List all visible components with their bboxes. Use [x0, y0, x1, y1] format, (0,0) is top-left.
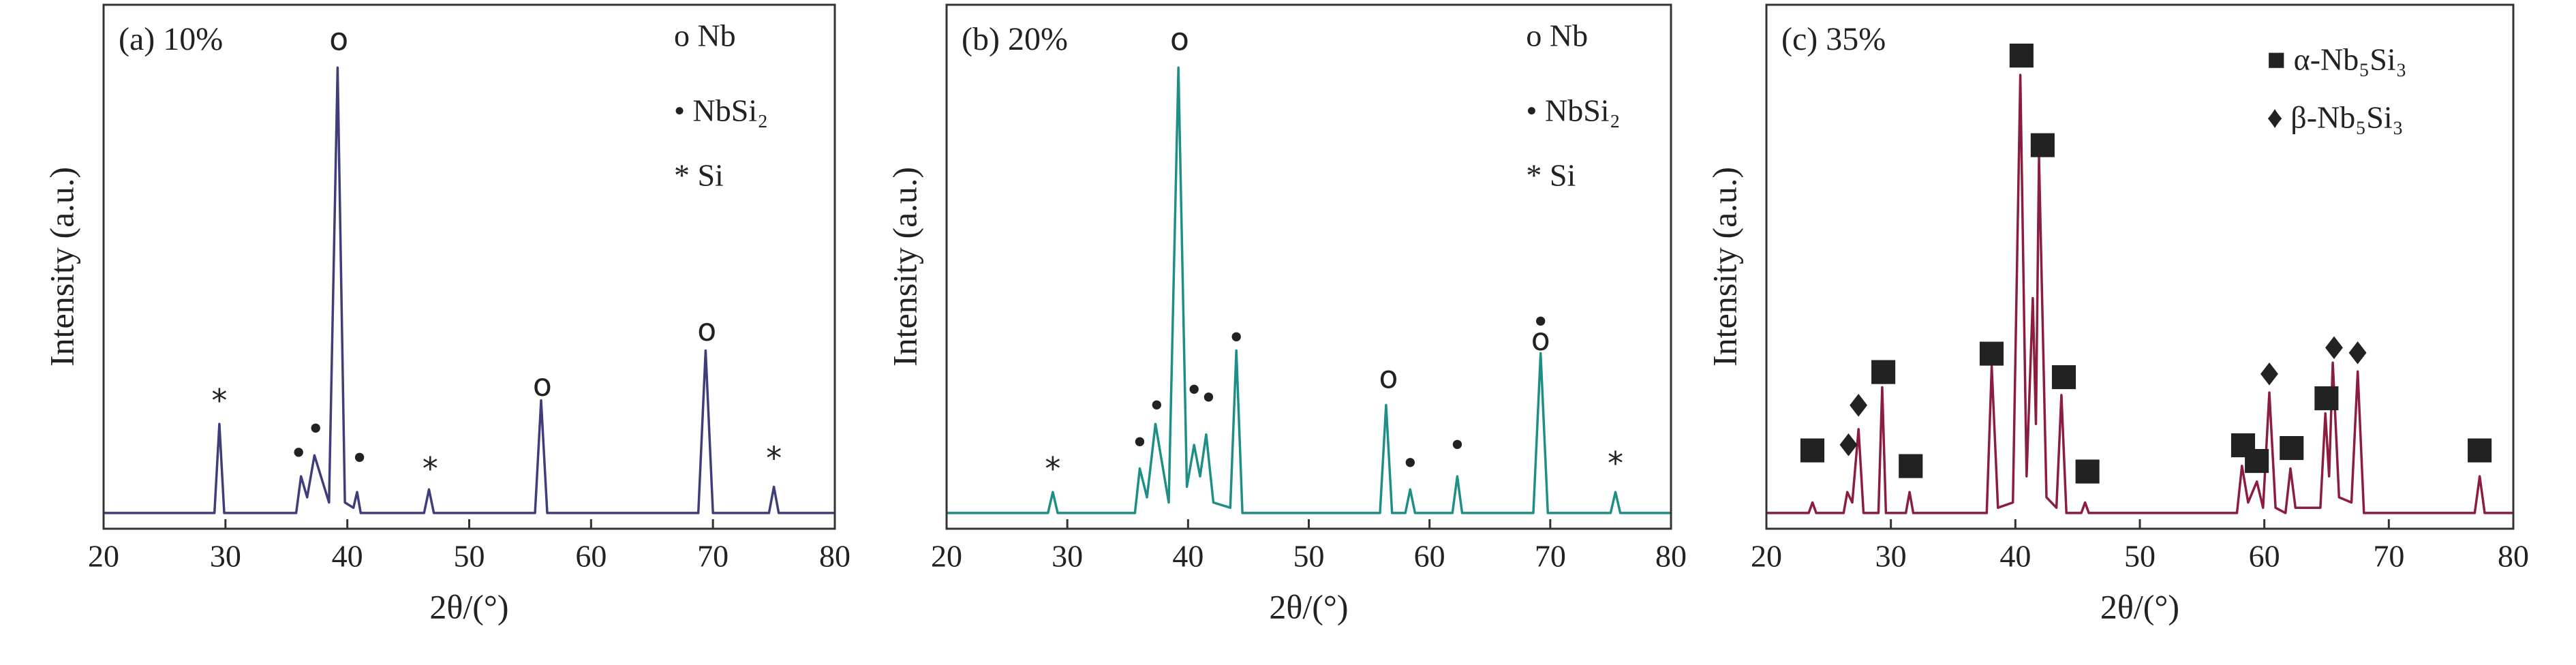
peak-marker: • [1185, 372, 1203, 409]
peak-marker: ■ [2049, 356, 2079, 392]
legend-entry: o Nb [674, 18, 736, 53]
peak-marker: * [1045, 450, 1060, 487]
panel-title: (c) 35% [1781, 21, 1886, 57]
legend-entry: ■ α-Nb₅Si₃ [2267, 42, 2406, 77]
peak-marker: • [1531, 304, 1550, 341]
peak-marker: o [1531, 321, 1550, 358]
x-tick-label: 40 [1999, 539, 2031, 574]
xrd-line [947, 66, 1671, 514]
legend-entry: • NbSi₂ [674, 93, 768, 128]
peak-marker: ■ [2228, 424, 2258, 461]
peak-marker: • [1148, 388, 1166, 424]
peak-marker: o [1379, 358, 1398, 395]
peak-marker: ♦ [2320, 330, 2348, 367]
x-tick-label: 80 [1655, 539, 1687, 574]
x-tick-label: 70 [697, 539, 729, 574]
peak-marker: o [533, 367, 552, 403]
peak-marker: • [1131, 424, 1149, 461]
peak-marker: ■ [1798, 429, 1827, 466]
x-tick-label: 60 [575, 539, 607, 574]
x-tick-label: 30 [1052, 539, 1083, 574]
x-tick-label: 60 [2249, 539, 2280, 574]
peak-marker: * [423, 450, 438, 487]
x-tick-label: 20 [931, 539, 962, 574]
peak-marker: * [1608, 445, 1623, 482]
peak-marker: * [211, 382, 227, 419]
peak-marker: • [1401, 445, 1420, 482]
xrd-line [1766, 74, 2513, 514]
peak-marker: ♦ [1845, 388, 1873, 424]
y-axis-label: Intensity (a.u.) [1705, 167, 1743, 367]
peak-marker: • [290, 435, 308, 471]
peak-marker: • [1227, 320, 1246, 356]
x-tick-label: 80 [2498, 539, 2529, 574]
x-tick-label: 60 [1414, 539, 1445, 574]
legend-entry: * Si [1526, 158, 1576, 193]
x-tick-label: 40 [332, 539, 363, 574]
x-tick-label: 50 [2124, 539, 2156, 574]
x-tick-label: 50 [1293, 539, 1325, 574]
peak-marker: ■ [1869, 351, 1898, 388]
legend-entry: * Si [674, 158, 724, 193]
peak-marker: • [307, 410, 325, 447]
peak-marker: ♦ [1835, 427, 1862, 463]
peak-marker: ■ [2465, 429, 2494, 466]
peak-marker: ■ [2242, 440, 2271, 477]
peak-marker: • [1199, 380, 1218, 416]
x-tick-label: 30 [1875, 539, 1907, 574]
peak-marker: ■ [2312, 377, 2341, 414]
plot-frame [1765, 3, 2515, 530]
panel-title: (a) 10% [119, 21, 223, 57]
plot-frame [102, 3, 836, 530]
x-axis-label: 2θ/(°) [1269, 587, 1348, 625]
x-tick-label: 40 [1172, 539, 1203, 574]
peak-marker: ♦ [2255, 356, 2283, 392]
y-axis-label: Intensity (a.u.) [42, 167, 80, 367]
x-tick-label: 20 [88, 539, 119, 574]
peak-marker: ■ [2277, 427, 2306, 463]
x-tick-label: 70 [2373, 539, 2404, 574]
x-tick-label: 80 [819, 539, 850, 574]
peak-marker: ■ [2073, 450, 2102, 487]
peak-marker: o [329, 20, 348, 57]
x-tick-label: 30 [210, 539, 241, 574]
peak-marker: * [766, 440, 782, 477]
peak-marker: o [1170, 20, 1189, 57]
peak-marker: ■ [1896, 445, 1925, 482]
legend-entry: o Nb [1526, 18, 1588, 53]
y-axis-label: Intensity (a.u.) [885, 167, 923, 367]
peak-marker: ♦ [2344, 335, 2372, 372]
peak-marker: ■ [1977, 332, 2006, 369]
peak-marker: • [1448, 427, 1467, 463]
x-axis-label: 2θ/(°) [2100, 587, 2179, 625]
x-tick-label: 20 [1751, 539, 1782, 574]
legend-entry: • NbSi₂ [1526, 93, 1620, 128]
legend-entry: ♦ β-Nb₅Si₃ [2267, 100, 2403, 135]
x-tick-label: 70 [1535, 539, 1566, 574]
xrd-line [104, 66, 835, 514]
peak-marker: o [697, 311, 716, 348]
panel-title: (b) 20% [962, 21, 1068, 57]
x-tick-label: 50 [454, 539, 485, 574]
peak-marker: ■ [2028, 124, 2057, 161]
peak-marker: • [350, 440, 369, 477]
x-axis-label: 2θ/(°) [429, 587, 508, 625]
peak-marker: ■ [2007, 34, 2036, 71]
